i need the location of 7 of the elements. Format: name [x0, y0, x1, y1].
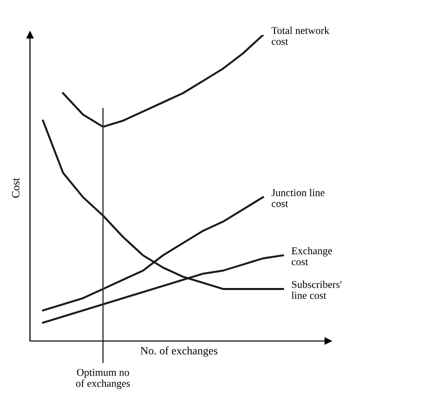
series-label: Exchange cost [292, 246, 332, 266]
series-label: Junction line cost [272, 188, 324, 208]
y-axis-title: Cost [12, 178, 20, 198]
x-axis-title: No. of exchanges [140, 346, 218, 357]
series-label: Total network cost [272, 26, 330, 45]
series-label: Subscribers' line cost [292, 280, 342, 299]
text: Optimum no of exchanges [76, 368, 130, 390]
